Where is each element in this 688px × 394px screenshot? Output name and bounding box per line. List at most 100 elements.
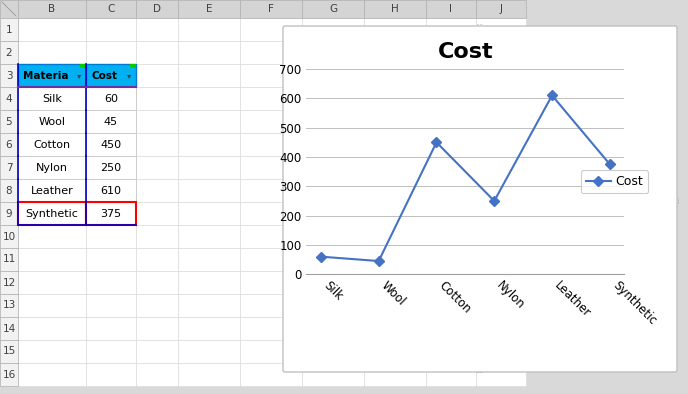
Bar — [86, 133, 136, 156]
Bar — [302, 179, 364, 202]
Bar — [240, 202, 302, 225]
Bar — [426, 294, 476, 317]
Bar — [0, 248, 18, 271]
Bar — [136, 294, 178, 317]
Bar — [136, 156, 178, 179]
Text: 2: 2 — [6, 48, 12, 58]
Bar — [240, 87, 302, 110]
Bar — [18, 317, 86, 340]
Bar — [426, 317, 476, 340]
Text: 12: 12 — [2, 277, 16, 288]
Text: G: G — [329, 4, 337, 14]
Bar — [86, 363, 136, 386]
Bar — [476, 294, 526, 317]
Bar — [476, 64, 526, 87]
Text: E: E — [206, 4, 213, 14]
Bar — [302, 317, 364, 340]
Bar — [136, 133, 178, 156]
Text: B: B — [48, 4, 56, 14]
Bar — [86, 225, 136, 248]
Bar — [476, 41, 526, 64]
Text: D: D — [153, 4, 161, 14]
Bar — [18, 87, 86, 110]
Bar — [476, 0, 526, 18]
Bar — [476, 340, 526, 363]
Cost — [490, 199, 498, 203]
Bar — [426, 87, 476, 110]
Bar — [302, 271, 364, 294]
Bar — [136, 179, 178, 202]
Text: ····: ···· — [676, 195, 682, 203]
Bar — [302, 202, 364, 225]
Bar — [302, 156, 364, 179]
Bar — [178, 363, 240, 386]
Text: H: H — [391, 4, 399, 14]
Bar — [178, 271, 240, 294]
Text: 15: 15 — [2, 346, 16, 357]
Bar — [240, 294, 302, 317]
Bar — [86, 294, 136, 317]
Bar — [364, 294, 426, 317]
Text: 8: 8 — [6, 186, 12, 195]
Bar — [18, 64, 86, 87]
Text: Materia: Materia — [23, 71, 69, 80]
Bar — [302, 110, 364, 133]
Text: 375: 375 — [100, 208, 122, 219]
Bar — [86, 156, 136, 179]
Bar — [364, 41, 426, 64]
Bar — [476, 179, 526, 202]
Bar — [302, 18, 364, 41]
Line: Cost: Cost — [317, 92, 613, 264]
Bar — [18, 271, 86, 294]
Text: J: J — [499, 4, 502, 14]
Bar — [302, 225, 364, 248]
Bar — [240, 0, 302, 18]
Bar — [364, 248, 426, 271]
Bar — [0, 363, 18, 386]
Bar — [136, 202, 178, 225]
Bar — [364, 0, 426, 18]
Bar — [240, 179, 302, 202]
Bar — [136, 340, 178, 363]
Bar — [476, 156, 526, 179]
Bar — [426, 0, 476, 18]
Bar — [18, 87, 86, 110]
Bar — [86, 179, 136, 202]
Text: 10: 10 — [3, 232, 16, 242]
Text: 45: 45 — [104, 117, 118, 126]
Bar — [18, 133, 86, 156]
Bar — [86, 110, 136, 133]
Text: 3: 3 — [6, 71, 12, 80]
Bar — [18, 110, 86, 133]
Bar — [86, 156, 136, 179]
Bar — [476, 225, 526, 248]
Bar — [86, 64, 136, 87]
Bar — [302, 248, 364, 271]
Text: Leather: Leather — [31, 186, 74, 195]
Bar — [178, 18, 240, 41]
Bar — [426, 110, 476, 133]
Bar — [86, 271, 136, 294]
Bar — [178, 110, 240, 133]
Bar — [136, 87, 178, 110]
Text: Cotton: Cotton — [34, 139, 71, 149]
Bar — [0, 271, 18, 294]
Text: Wool: Wool — [39, 117, 65, 126]
Bar — [426, 202, 476, 225]
Bar — [18, 64, 86, 87]
Text: ▾: ▾ — [127, 71, 131, 80]
Bar — [86, 64, 136, 87]
Bar — [426, 64, 476, 87]
Bar — [302, 0, 364, 18]
Bar — [136, 110, 178, 133]
Bar — [86, 317, 136, 340]
Bar — [18, 0, 86, 18]
Bar — [0, 64, 18, 87]
Bar — [86, 202, 136, 225]
Bar — [86, 41, 136, 64]
Bar — [240, 41, 302, 64]
Bar — [0, 110, 18, 133]
Bar — [364, 179, 426, 202]
Cost — [605, 162, 614, 167]
Text: 1: 1 — [6, 24, 12, 35]
